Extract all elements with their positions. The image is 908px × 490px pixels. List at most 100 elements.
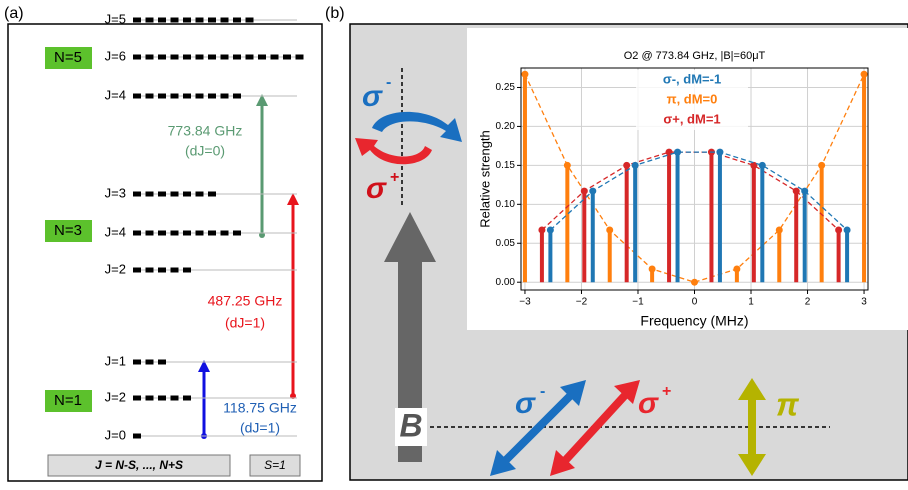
level-dash — [220, 54, 229, 60]
level-dash — [270, 54, 279, 60]
level-dash — [233, 230, 241, 236]
level-dash — [208, 17, 216, 23]
level-dash — [283, 54, 291, 60]
level-dash — [158, 395, 166, 401]
level-dash — [170, 54, 179, 60]
marker — [860, 70, 868, 78]
x-tick-label: 2 — [805, 297, 811, 308]
footer: J = N-S, ..., N+S — [95, 458, 183, 472]
level-label: J=4 — [105, 87, 126, 102]
marker — [691, 278, 698, 286]
marker — [801, 187, 809, 195]
marker — [818, 161, 826, 169]
level-dash — [170, 17, 179, 23]
y-tick-label: 0.15 — [496, 160, 516, 171]
x-axis-label: Frequency (MHz) — [640, 313, 748, 329]
circ-arrow — [372, 111, 462, 142]
y-tick-label: 0.25 — [496, 82, 516, 93]
level-dash — [170, 230, 179, 236]
freq: 487.25 GHz — [208, 293, 283, 309]
level-dash — [208, 93, 216, 99]
sigma: σ — [366, 172, 387, 205]
sup: - — [540, 383, 545, 400]
level-label: J=2 — [105, 389, 126, 404]
level-dash — [245, 54, 254, 60]
y-tick-label: 0.05 — [496, 238, 516, 249]
y-tick-label: 0.00 — [496, 277, 516, 288]
inset-chart: −3 −2 −1 0 1 2 3 0.00 0.05 0.10 0.15 0.20 0.25 O2 @ 7… — [477, 50, 869, 329]
marker — [623, 161, 631, 169]
connector — [549, 151, 848, 231]
marker — [546, 226, 554, 234]
marker — [750, 161, 758, 169]
level-dash — [183, 395, 191, 401]
x-tick-label: 0 — [692, 297, 698, 308]
level-dash — [133, 191, 141, 197]
level-dash — [145, 191, 154, 197]
level-dash — [220, 230, 229, 236]
level-dash — [170, 395, 179, 401]
marker — [758, 161, 766, 169]
level-dash — [158, 267, 166, 273]
y-tick-label: 0.10 — [496, 199, 516, 210]
sigma: σ — [515, 387, 536, 420]
plot-frame — [520, 67, 869, 291]
level-dash — [183, 191, 191, 197]
level-dash — [133, 17, 141, 23]
b-arrow — [384, 212, 436, 462]
level-dash — [158, 93, 166, 99]
level-dash — [220, 93, 229, 99]
panel-label: (a) — [4, 5, 24, 22]
level-label: J=3 — [105, 185, 126, 200]
level-dash — [133, 54, 141, 60]
marker — [835, 226, 843, 234]
y-axis-label: Relative strength — [477, 130, 492, 228]
level-dash — [133, 359, 141, 365]
marker — [792, 187, 800, 195]
level-dash — [245, 17, 254, 23]
footer-box — [249, 454, 301, 477]
x-tick-label: 3 — [861, 297, 867, 308]
level-dash — [158, 54, 166, 60]
marker — [606, 226, 614, 234]
b-label: B — [399, 407, 422, 443]
level-dash — [183, 267, 191, 273]
y-tick-label: 0.20 — [496, 121, 516, 132]
x-tick-label: −3 — [519, 297, 531, 308]
sup: - — [386, 74, 391, 91]
legend-entry: σ+, dM=1 — [663, 111, 720, 126]
x-tick-label: 1 — [748, 297, 754, 308]
panel-label: (b) — [325, 5, 345, 22]
level-dash — [158, 359, 166, 365]
n-label: N=1 — [54, 392, 82, 409]
sup: + — [390, 169, 399, 186]
marker — [521, 70, 529, 78]
level-dash — [145, 395, 154, 401]
freq: 118.75 GHz — [223, 400, 297, 416]
level-dash — [158, 230, 166, 236]
level-dash — [145, 54, 154, 60]
footer-box — [47, 454, 231, 477]
level-dash — [195, 54, 204, 60]
n-label: N=5 — [54, 49, 82, 66]
marker — [674, 148, 682, 156]
level-dash — [195, 191, 204, 197]
n-label: N=3 — [54, 222, 82, 239]
freq: 773.84 GHz — [168, 123, 243, 139]
level-dash — [195, 93, 204, 99]
level-dash — [183, 230, 191, 236]
level-dash — [158, 191, 166, 197]
marker — [648, 265, 656, 273]
marker — [538, 226, 546, 234]
level-dash — [133, 433, 141, 439]
marker — [843, 226, 851, 234]
level-label: J=2 — [105, 261, 126, 276]
dj: (dJ=0) — [185, 143, 225, 159]
legend-bg — [636, 70, 748, 130]
level-dash — [208, 54, 216, 60]
sigma: σ — [638, 387, 659, 420]
marker — [775, 226, 783, 234]
level-dash — [233, 54, 241, 60]
